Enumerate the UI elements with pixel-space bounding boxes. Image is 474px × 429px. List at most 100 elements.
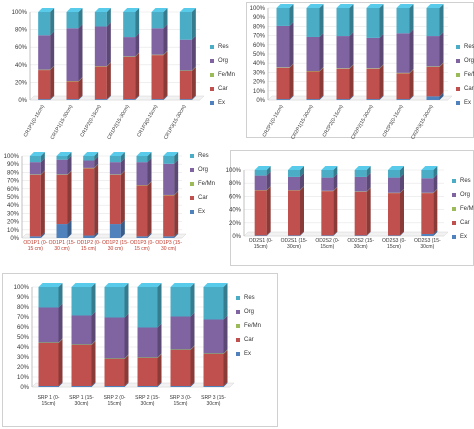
y-tick-label: 60% (17, 325, 30, 331)
bar-side-car (157, 354, 162, 386)
y-tick-label: 0% (10, 236, 19, 242)
x-tick-label-line: 30cm) (420, 244, 434, 250)
x-tick-label: OD1P2 (0-15 cm) (77, 240, 101, 252)
y-tick-label: 20% (229, 221, 242, 227)
x-tick-label: CR1P2(15-30cm) (106, 104, 131, 141)
bar-side-org (120, 158, 125, 175)
bar-segment-ex (38, 99, 51, 100)
chart-cr2-legend: Res Org Fe/Mn Car Ex (456, 44, 474, 114)
bar-top (38, 8, 55, 12)
bar-segment-car (71, 345, 92, 386)
bar-side-car (223, 350, 228, 386)
bar-segment-org (66, 28, 79, 82)
y-tick-label: 10% (253, 89, 266, 95)
bar-segment-ex (203, 386, 224, 387)
legend-label: Car (198, 195, 208, 201)
bar-side-ex (120, 220, 125, 238)
chart-od1: 0% 10% 20% 30% 40% 50% 60% 70% 80% 90% 100% OD1P1 (… (0, 148, 236, 268)
bar-top (123, 8, 140, 12)
bar-segment-car (66, 81, 79, 100)
bar-side-car (67, 170, 72, 225)
bar-segment-res (366, 8, 380, 38)
y-tick-label: 30% (253, 70, 266, 76)
x-tick-label: CR2P1(15-30cm) (290, 104, 315, 141)
chart-cr1: 0% 20% 40% 60% 80% 100% CR1P1(0-15cm) CR1P1(15-… (0, 0, 236, 141)
bar-side-res (289, 4, 294, 26)
bar-segment-ex (109, 224, 121, 238)
bar-side-res (174, 152, 179, 164)
bar-segment-ex (306, 99, 320, 100)
legend-item: Org (210, 58, 235, 64)
bar-side-res (120, 152, 125, 163)
bar-top (336, 4, 354, 8)
bar-side-fe-mn (163, 50, 168, 56)
legend-swatch (456, 87, 460, 91)
x-tick-label-line: OD1P3 (15- (155, 240, 182, 246)
bar-side-car (439, 62, 444, 97)
x-tick-label: OD1P2 (15-30 cm) (102, 240, 129, 252)
y-tick-label: 40% (15, 63, 28, 69)
x-tick-label-line: 30 cm) (161, 246, 177, 252)
bar-segment-car (421, 193, 434, 235)
bar-segment-org (426, 36, 440, 67)
y-tick-label: 0% (232, 234, 241, 240)
bar-side-car (266, 186, 271, 236)
bar-top (151, 8, 168, 12)
x-tick-label-line: OD2S1 (15- (281, 238, 308, 244)
bar-side-ex (319, 95, 324, 100)
bar-segment-ex (38, 386, 59, 387)
y-tick-label: 90% (7, 162, 20, 168)
y-tick-label: 0% (20, 385, 29, 391)
legend-label: Ex (244, 351, 252, 357)
bar-segment-res (56, 156, 68, 160)
legend-label: Fe/Mn (460, 206, 474, 212)
bar-side-org (147, 158, 152, 186)
y-tick-label: 60% (229, 194, 242, 200)
y-tick-label: 60% (7, 187, 20, 193)
bar-top (426, 4, 444, 8)
x-tick-label: OD1P3 (15-30 cm) (155, 240, 182, 252)
legend-label: Car (244, 337, 254, 343)
bar-segment-org (388, 177, 400, 193)
bar-side-org (135, 33, 140, 57)
legend-item: Ex (190, 209, 215, 215)
legend-item: Ex (456, 100, 474, 106)
bar-side-org (439, 32, 444, 67)
bar-side-ex (191, 95, 196, 100)
bar-segment-res (203, 287, 224, 320)
legend-label: Org (460, 192, 471, 198)
x-tick-label: OD2S3 (0-15cm) (382, 238, 406, 250)
bar-segment-org (151, 28, 164, 55)
bar-side-org (366, 172, 371, 192)
bar-segment-ex (56, 224, 68, 238)
bar-side-fe-mn (191, 66, 196, 71)
x-tick-label: OD2S3 (15-30cm) (414, 238, 441, 250)
bar-segment-car (123, 56, 136, 100)
chart-srp-frame (2, 273, 278, 427)
bar-segment-org (56, 159, 68, 175)
legend-item: Org (190, 167, 215, 173)
bar-segment-org (94, 26, 107, 67)
legend-label: Fe/Mn (198, 181, 216, 187)
x-tick-label: OD1P3 (0-15 cm) (130, 240, 154, 252)
bar-side-car (106, 62, 111, 100)
bar-side-res (409, 4, 414, 34)
x-tick-label-line: 30cm) (141, 401, 155, 407)
legend-item: Fe/Mn (456, 72, 474, 78)
bar-segment-car (109, 174, 121, 225)
bar-segment-car (56, 174, 68, 225)
bar-segment-res (276, 8, 290, 26)
bar-segment-ex (254, 235, 267, 236)
bar-side-car (58, 339, 63, 386)
x-tick-label: OD2S2 (0-15cm) (315, 238, 339, 250)
bar-side-res (147, 152, 152, 163)
bar-side-fe-mn (349, 64, 354, 69)
bar-segment-res (109, 156, 121, 163)
bar-side-fe-mn (94, 163, 99, 169)
bar-side-fe-mn (40, 170, 45, 175)
legend-item: Car (190, 195, 215, 201)
bar-side-res (106, 8, 111, 27)
y-tick-label: 100% (250, 6, 266, 12)
bar-segment-res (136, 156, 148, 163)
bar-segment-ex (396, 99, 410, 100)
